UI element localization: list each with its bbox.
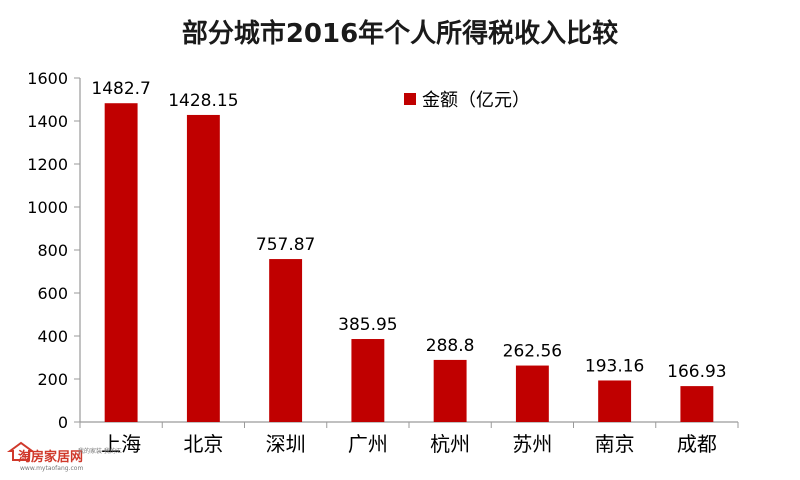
data-label: 288.8 bbox=[426, 336, 475, 356]
x-category-label: 南京 bbox=[595, 432, 635, 456]
bar bbox=[269, 259, 303, 422]
x-category-label: 上海 bbox=[101, 432, 141, 456]
watermark-logo: 淘房家居网 我的家装 我的汇 www.mytaofang.com bbox=[6, 441, 122, 472]
category-label-group: 上海 北京 深圳 广州 杭州 苏州 南京 成都 bbox=[101, 432, 717, 456]
legend-swatch bbox=[404, 93, 416, 105]
data-label: 757.87 bbox=[256, 235, 315, 255]
bar bbox=[680, 386, 714, 422]
x-category-label: 杭州 bbox=[430, 432, 470, 456]
y-tick-label: 1600 bbox=[27, 69, 68, 88]
data-label: 193.16 bbox=[585, 356, 644, 376]
y-tick-label: 600 bbox=[37, 284, 68, 303]
house-icon bbox=[6, 441, 36, 461]
data-label: 385.95 bbox=[338, 315, 397, 335]
x-category-label: 广州 bbox=[348, 432, 388, 456]
x-category-label: 北京 bbox=[183, 432, 223, 456]
legend: 金额（亿元） bbox=[404, 90, 530, 111]
y-tick-label: 200 bbox=[37, 370, 68, 389]
y-tick-label: 0 bbox=[58, 413, 68, 432]
bar bbox=[104, 103, 138, 423]
bar bbox=[186, 114, 220, 422]
bar bbox=[351, 339, 385, 422]
legend-label: 金额（亿元） bbox=[422, 90, 530, 111]
y-tick-label: 1200 bbox=[27, 155, 68, 174]
y-tick-label: 1400 bbox=[27, 112, 68, 131]
watermark-brand: 淘房家居网 bbox=[18, 449, 83, 465]
data-label: 1428.15 bbox=[168, 91, 238, 111]
axes: 0 200 400 600 800 1000 1200 1400 1600 bbox=[27, 69, 739, 432]
watermark-url: www.mytaofang.com bbox=[20, 465, 83, 472]
chart-title: 部分城市2016年个人所得税收入比较 bbox=[182, 18, 618, 49]
x-category-label: 苏州 bbox=[512, 432, 552, 456]
data-label: 1482.7 bbox=[91, 79, 150, 99]
bar bbox=[433, 359, 467, 422]
y-tick-label: 400 bbox=[37, 327, 68, 346]
y-tick-label: 800 bbox=[37, 241, 68, 260]
bar bbox=[515, 365, 549, 422]
y-tick-label: 1000 bbox=[27, 198, 68, 217]
x-category-label: 深圳 bbox=[266, 432, 306, 456]
watermark-slogan: 我的家装 我的汇 bbox=[78, 447, 122, 455]
data-label-group: 1482.7 1428.15 757.87 385.95 288.8 262.56 193.… bbox=[91, 79, 726, 382]
bar bbox=[598, 380, 632, 422]
data-label: 262.56 bbox=[503, 342, 562, 362]
data-label: 166.93 bbox=[667, 362, 726, 382]
x-category-label: 成都 bbox=[677, 432, 717, 456]
bar-group bbox=[104, 103, 714, 423]
